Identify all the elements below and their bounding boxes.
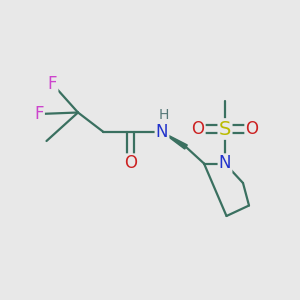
Text: F: F (34, 105, 44, 123)
Text: O: O (245, 120, 259, 138)
Text: N: N (156, 123, 168, 141)
Text: F: F (48, 75, 57, 93)
Text: O: O (124, 154, 137, 172)
Text: S: S (219, 119, 231, 139)
Text: N: N (219, 154, 231, 172)
Polygon shape (162, 132, 187, 149)
Text: O: O (191, 120, 205, 138)
Text: H: H (159, 108, 169, 122)
